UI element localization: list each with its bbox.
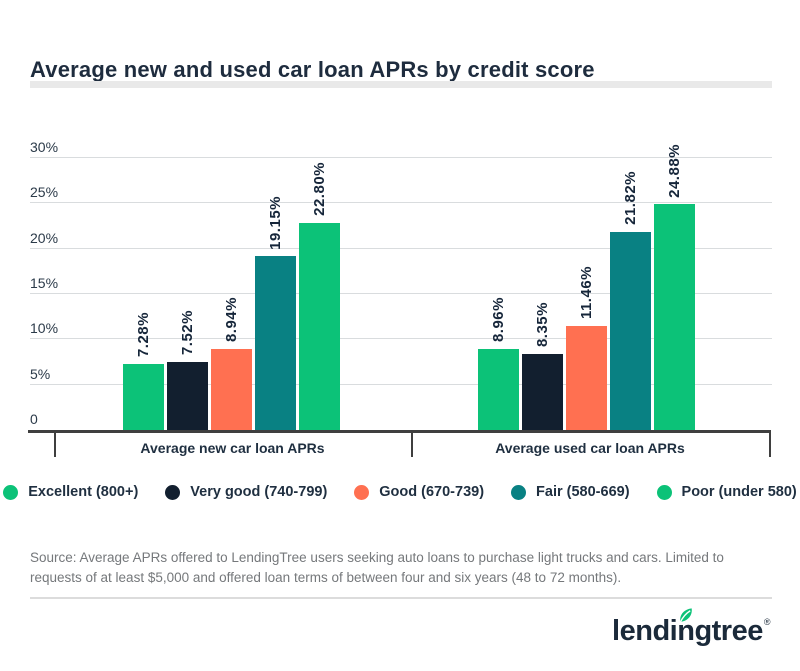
category-label: Average used car loan APRs (495, 440, 685, 456)
bar-value-label: 7.52% (178, 309, 196, 355)
logo-leaf-letter: n (677, 615, 695, 647)
gridline (30, 247, 772, 249)
legend-label: Good (670-739) (379, 484, 485, 500)
footer-divider (30, 597, 772, 599)
x-axis-tick (769, 433, 771, 457)
legend-item: Fair (580-669) (511, 484, 630, 500)
chart-legend: Excellent (800+) Very good (740-799) Good … (0, 484, 800, 500)
bar-value-label: 8.96% (489, 296, 507, 342)
source-note: Source: Average APRs offered to LendingT… (30, 549, 724, 586)
bar (167, 361, 208, 430)
legend-label: Excellent (800+) (28, 484, 139, 500)
gridline (30, 293, 772, 294)
legend-item: Very good (740-799) (165, 484, 327, 500)
legend-item: Poor (under 580) (656, 484, 797, 500)
legend-dot-icon (3, 484, 19, 500)
legend-label: Very good (740-799) (190, 484, 328, 500)
bar (610, 232, 651, 430)
bar (522, 354, 563, 430)
logo-text-after: gtree (694, 615, 763, 647)
bar (478, 348, 519, 430)
category-label: Average new car loan APRs (140, 440, 325, 456)
bar (255, 256, 296, 430)
page-title: Average new and used car loan APRs by cr… (30, 56, 595, 82)
lendingtree-logo: lendi n gtree ® (612, 608, 771, 648)
legend-item: Excellent (800+) (3, 484, 138, 500)
registered-mark-icon: ® (763, 617, 771, 627)
y-axis-tick-label: 0 (30, 411, 38, 427)
legend-dot-icon (656, 484, 672, 500)
legend-dot-icon (165, 484, 181, 500)
x-axis-tick (411, 433, 413, 457)
bar-value-label: 24.88% (665, 143, 683, 198)
gridline (30, 338, 772, 340)
bar (299, 223, 340, 430)
bar-value-label: 19.15% (266, 195, 284, 250)
bar-value-label: 11.46% (577, 266, 595, 320)
bar (123, 364, 164, 430)
x-axis-tick (54, 433, 56, 457)
y-axis-tick-label: 10% (30, 320, 59, 337)
bar (211, 348, 252, 430)
legend-label: Poor (under 580) (681, 484, 797, 500)
legend-label: Fair (580-669) (536, 484, 630, 500)
legend-item: Good (670-739) (354, 484, 484, 500)
y-axis-tick-label: 20% (30, 229, 59, 246)
gridline (30, 383, 772, 385)
legend-dot-icon (354, 484, 370, 500)
y-axis-tick-label: 15% (30, 275, 59, 291)
x-axis-line (28, 430, 771, 433)
bar (566, 326, 607, 430)
leaf-icon (676, 601, 695, 623)
gridline (30, 202, 772, 204)
logo-text-before: lendi (612, 615, 678, 647)
y-axis-tick-label: 30% (30, 139, 59, 155)
y-axis-tick-label: 25% (30, 184, 59, 201)
title-divider (30, 81, 772, 88)
y-axis-tick-label: 5% (30, 365, 51, 382)
gridline (30, 157, 772, 158)
bar-value-label: 7.28% (134, 311, 152, 357)
bar-value-label: 8.94% (222, 296, 240, 342)
bar (654, 204, 695, 430)
bar-value-label: 21.82% (621, 171, 639, 226)
legend-dot-icon (511, 484, 527, 500)
bar-value-label: 8.35% (533, 302, 551, 348)
bar-value-label: 22.80% (310, 162, 328, 217)
